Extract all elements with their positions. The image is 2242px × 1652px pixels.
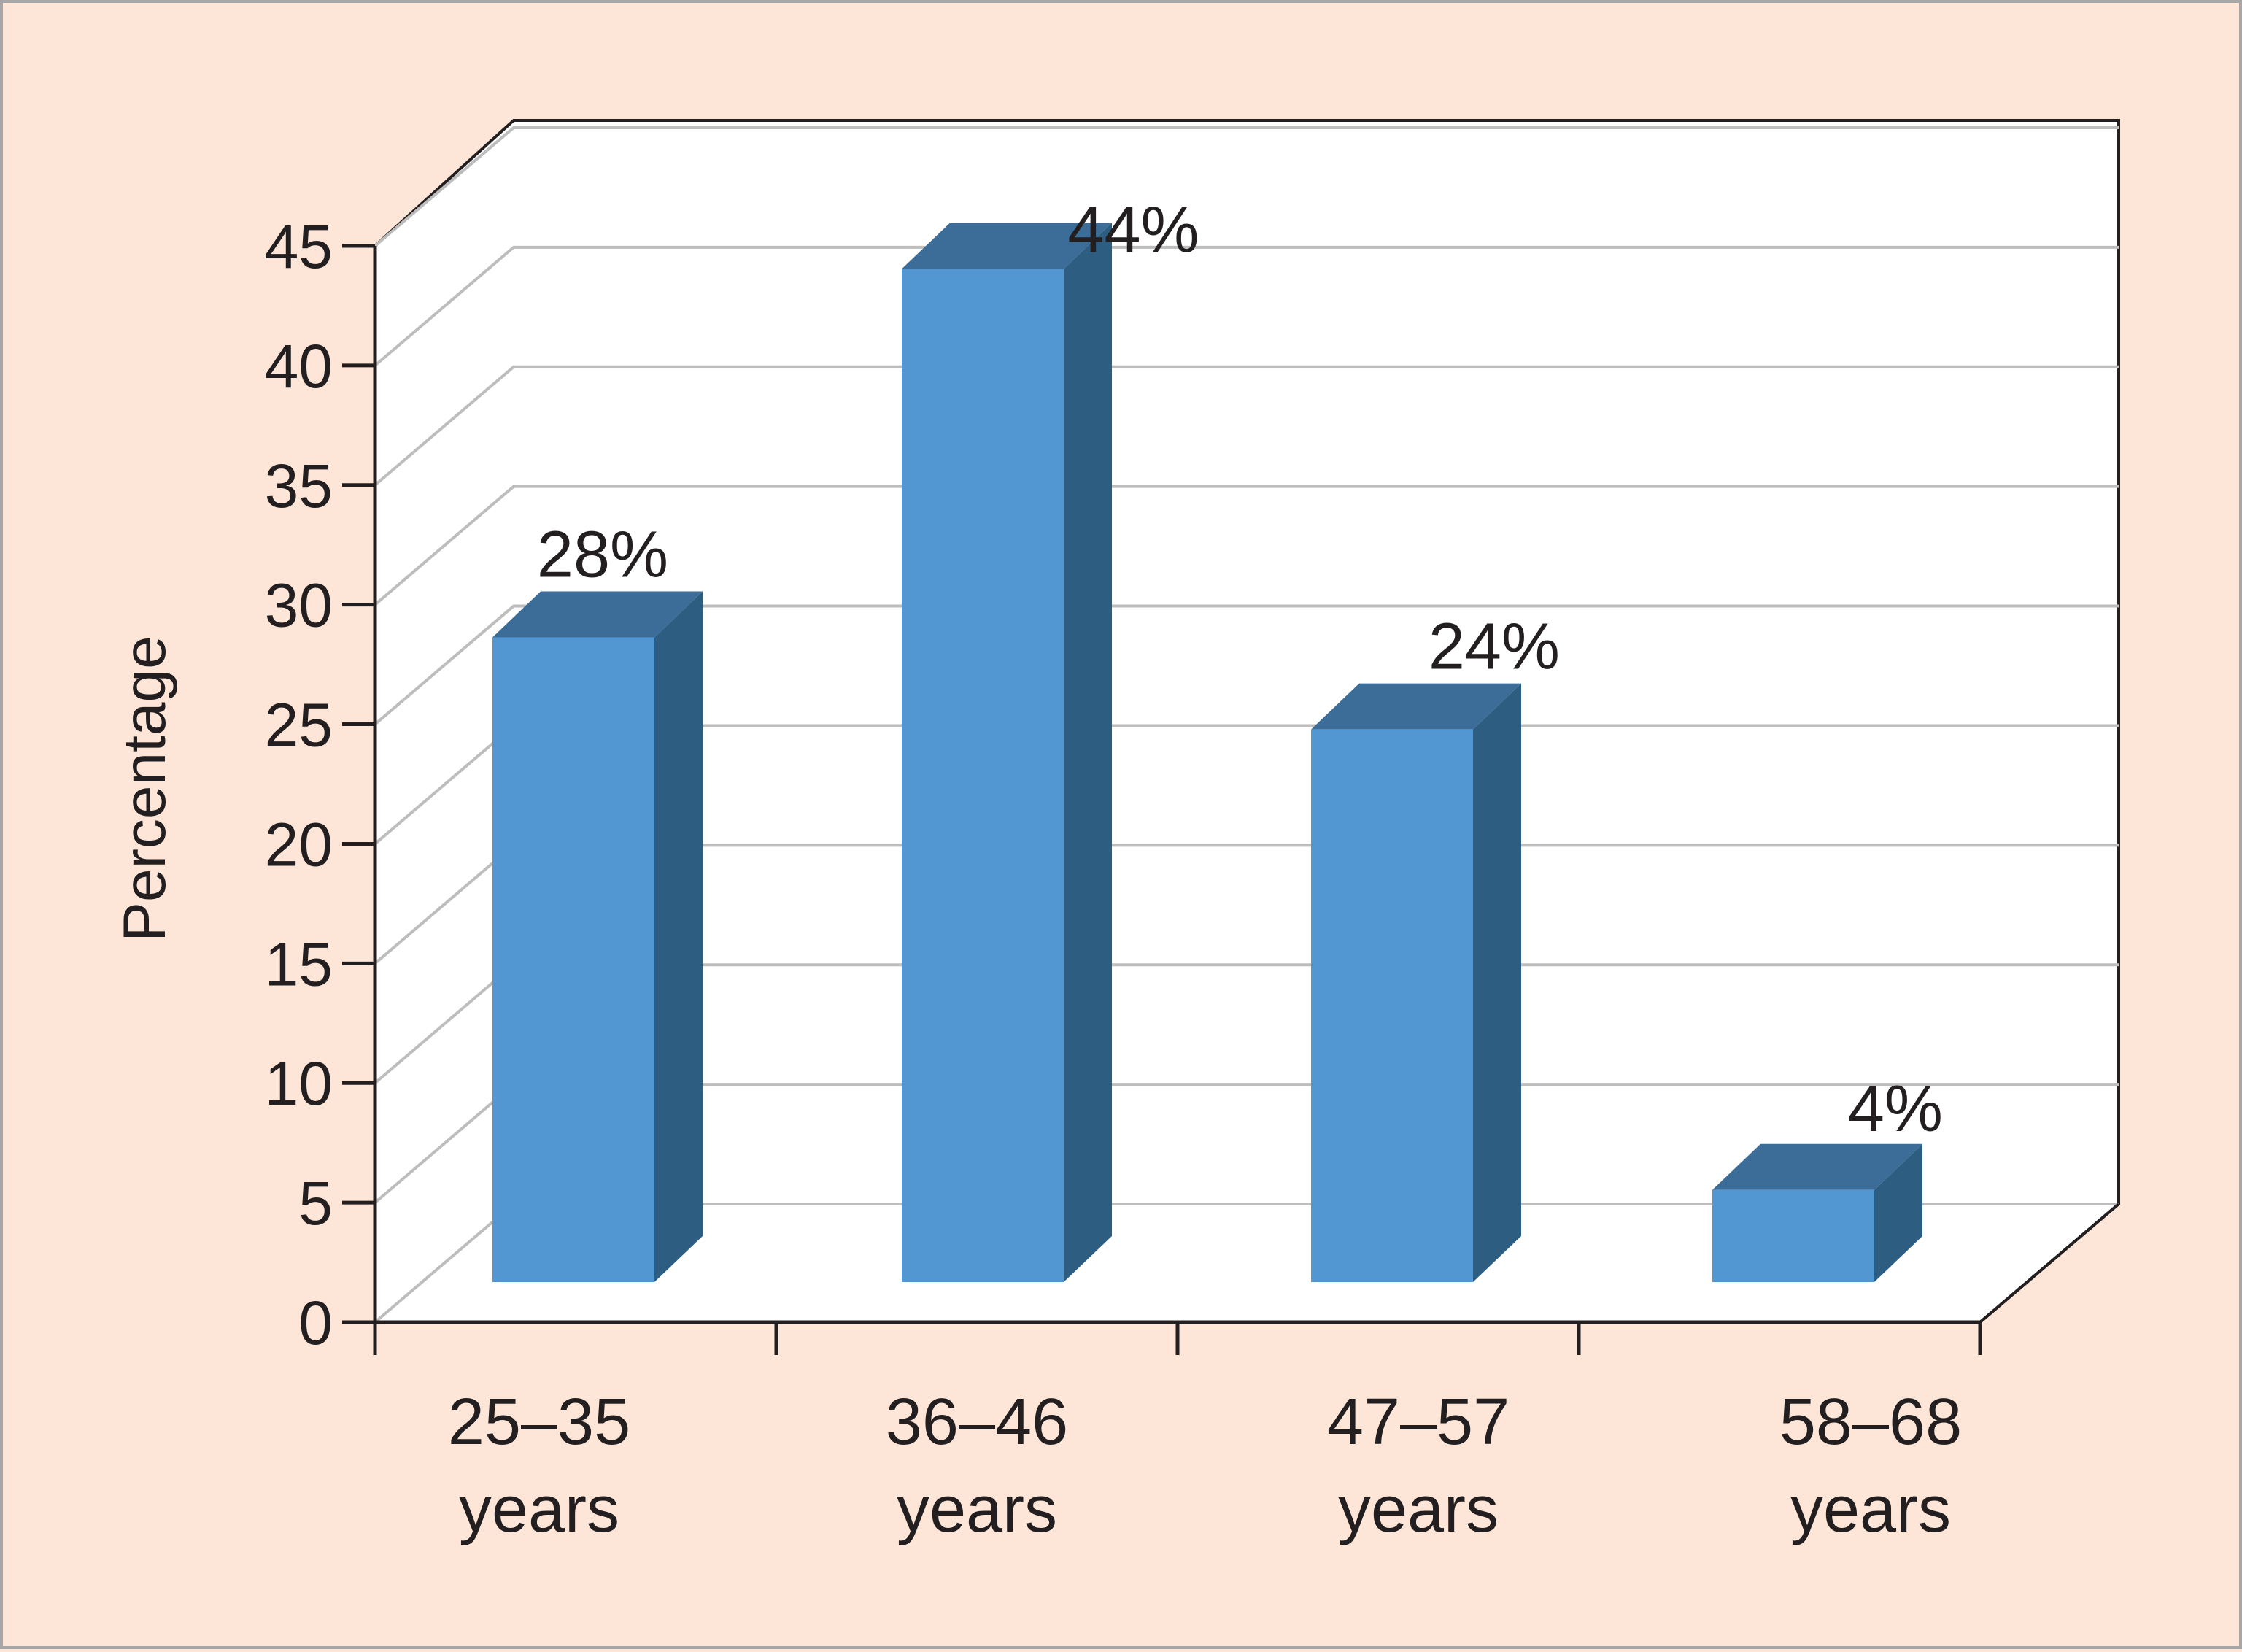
y-axis-title: Percentage xyxy=(112,636,178,941)
value-label: 44% xyxy=(1067,194,1199,267)
y-tick-label: 20 xyxy=(265,810,333,879)
bar-top xyxy=(492,591,703,638)
axes xyxy=(342,244,2120,1355)
bar-front xyxy=(902,269,1064,1282)
y-tick-label: 15 xyxy=(265,930,333,998)
bar-side xyxy=(1064,223,1112,1282)
y-tick-label: 35 xyxy=(265,452,333,520)
floor-edge-line xyxy=(1979,1203,2120,1324)
y-tick-label: 10 xyxy=(265,1049,333,1118)
y-tick-labels: 0 5 10 15 20 25 30 35 40 45 xyxy=(265,212,333,1357)
value-label: 28% xyxy=(537,518,668,591)
y-tick-label: 0 xyxy=(298,1289,333,1357)
bar-top xyxy=(1712,1143,1922,1190)
value-labels: 28% 44% 24% 4% xyxy=(537,194,1943,1146)
x-tick-label: years xyxy=(1338,1473,1499,1546)
bars xyxy=(492,223,1922,1282)
x-tick-label: years xyxy=(1790,1473,1951,1546)
x-tick-label: 36–46 xyxy=(886,1386,1068,1459)
bar-front xyxy=(1311,729,1473,1282)
bar xyxy=(902,223,1112,1282)
x-tick-label: 58–68 xyxy=(1779,1386,1962,1459)
y-tick-label: 45 xyxy=(265,212,333,281)
bar-side xyxy=(1874,1143,1922,1282)
bar-side xyxy=(1473,683,1521,1282)
x-tick-label: years xyxy=(897,1473,1057,1546)
x-tick-label: 47–57 xyxy=(1327,1386,1510,1459)
bar xyxy=(1712,1143,1922,1282)
gridline xyxy=(374,365,2119,487)
gridline xyxy=(374,126,2119,247)
bar-front xyxy=(1712,1189,1874,1282)
value-label: 24% xyxy=(1429,611,1560,684)
gridline xyxy=(374,485,2119,606)
value-label: 4% xyxy=(1848,1073,1943,1146)
bar-top xyxy=(902,223,1112,269)
x-tick-labels: 25–35 years 36–46 years 47–57 years 58–68 years xyxy=(448,1386,1962,1546)
bar xyxy=(1311,683,1521,1282)
y-tick-label: 5 xyxy=(298,1169,333,1238)
bar-front xyxy=(492,637,654,1282)
bar-top xyxy=(1311,683,1521,730)
gridline xyxy=(374,245,2119,367)
x-tick-label: years xyxy=(459,1473,619,1546)
y-tick-label: 25 xyxy=(265,691,333,760)
bar xyxy=(492,591,703,1282)
bar-side xyxy=(654,591,703,1282)
y-tick-label: 40 xyxy=(265,332,333,401)
bar-chart: 0 5 10 15 20 25 30 35 40 45 25–35 years 36–46 years 4… xyxy=(112,119,2120,1546)
x-tick-label: 25–35 xyxy=(448,1386,630,1459)
gridline xyxy=(374,604,2119,726)
y-tick-label: 30 xyxy=(265,571,333,640)
